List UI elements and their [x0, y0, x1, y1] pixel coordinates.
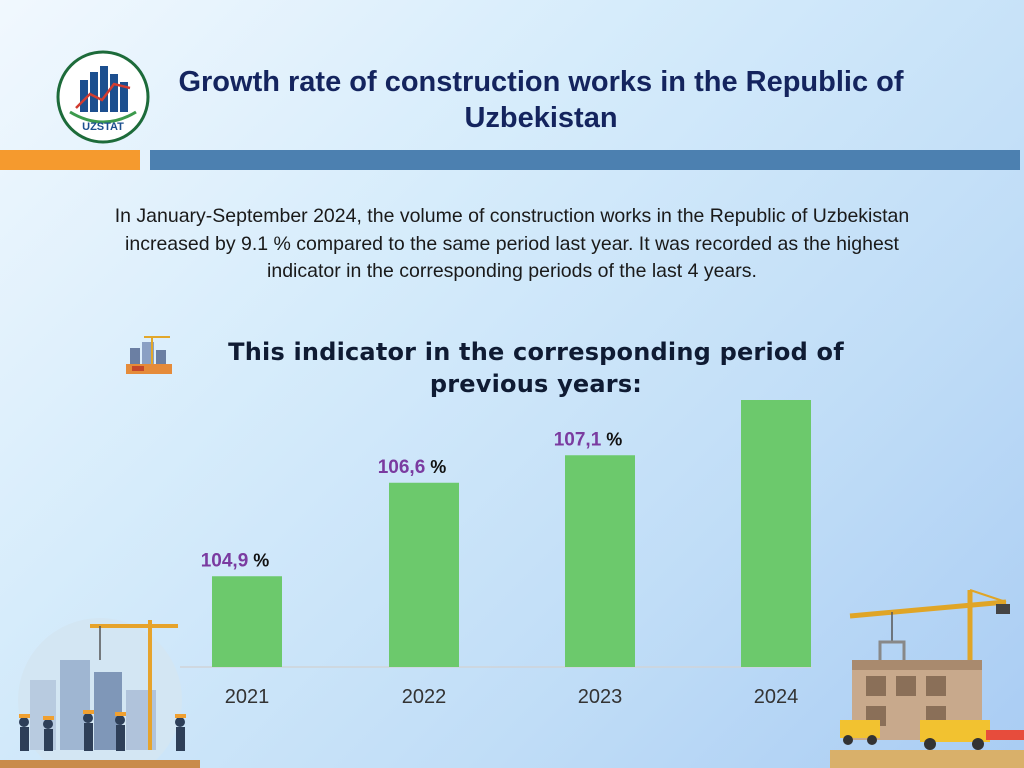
value-label-2023: 107,1 % [554, 429, 623, 450]
bar-2021 [212, 576, 282, 667]
page-title: Growth rate of construction works in the… [178, 66, 904, 134]
construction-workers-illustration [0, 618, 200, 768]
intro-text: In January-September 2024, the volume of… [114, 205, 910, 282]
header-divider-blue [150, 150, 1020, 170]
bar-2024 [741, 400, 811, 667]
x-tick-2023: 2023 [578, 686, 623, 708]
construction-icon [126, 336, 172, 374]
x-tick-2024: 2024 [754, 686, 799, 708]
uzstat-logo: UZSTAT [56, 50, 150, 144]
header-divider-orange [0, 150, 140, 170]
x-tick-2022: 2022 [402, 686, 447, 708]
bar-2023 [565, 455, 635, 667]
chart-subtitle: This indicator in the corresponding peri… [228, 338, 844, 398]
logo-text: UZSTAT [82, 121, 124, 133]
bar-2022 [389, 482, 459, 667]
x-tick-2021: 2021 [225, 686, 270, 708]
value-label-2022: 106,6 % [378, 457, 447, 478]
construction-site-illustration [830, 589, 1024, 768]
value-label-2021: 104,9 % [201, 550, 270, 571]
